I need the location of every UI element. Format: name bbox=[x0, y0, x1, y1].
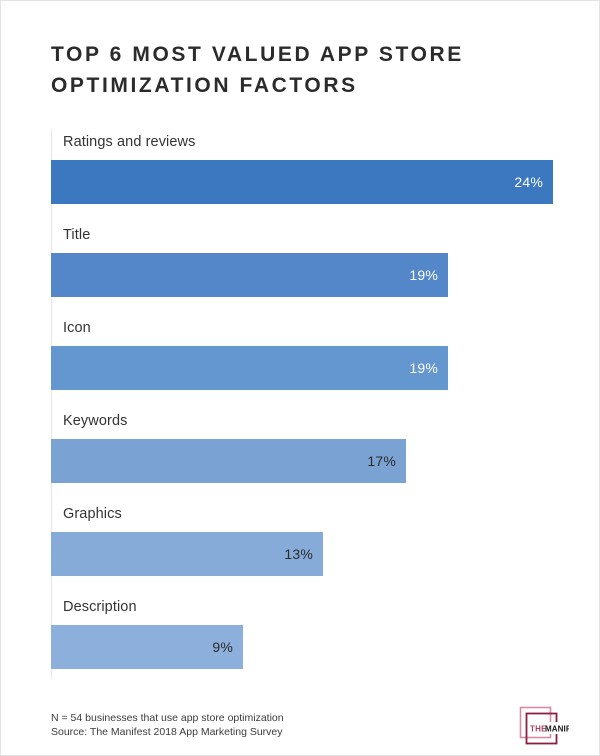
bar[interactable]: 24% bbox=[51, 160, 553, 204]
bar-category-label: Title bbox=[63, 227, 91, 243]
bar[interactable]: 19% bbox=[51, 346, 448, 390]
bar[interactable]: 19% bbox=[51, 253, 448, 297]
bar-value-label: 17% bbox=[367, 453, 396, 469]
bar-category-label: Keywords bbox=[63, 413, 128, 429]
chart-title: TOP 6 MOST VALUED APP STORE OPTIMIZATION… bbox=[51, 43, 464, 97]
y-axis-line bbox=[51, 129, 52, 679]
bar[interactable]: 13% bbox=[51, 532, 323, 576]
bar-value-label: 19% bbox=[409, 267, 438, 283]
bar-group-graphics: Graphics 13% bbox=[51, 501, 561, 594]
logo-text-backdrop bbox=[529, 722, 565, 734]
bar-value-label: 19% bbox=[409, 360, 438, 376]
bar-group-description: Description 9% bbox=[51, 594, 561, 687]
bar-group-keywords: Keywords 17% bbox=[51, 408, 561, 501]
bar[interactable]: 9% bbox=[51, 625, 243, 669]
bar-category-label: Icon bbox=[63, 320, 91, 336]
bar-chart-plot-area: Ratings and reviews 24% Title 19% Icon 1… bbox=[51, 129, 561, 679]
bar[interactable]: 17% bbox=[51, 439, 406, 483]
bar-category-label: Graphics bbox=[63, 506, 122, 522]
bar-value-label: 24% bbox=[514, 174, 543, 190]
bar-category-label: Description bbox=[63, 599, 137, 615]
logo-text-manifest: MANIFEST bbox=[545, 725, 569, 734]
source-footnote: N = 54 businesses that use app store opt… bbox=[51, 712, 284, 738]
bar-value-label: 13% bbox=[284, 546, 313, 562]
bar-category-label: Ratings and reviews bbox=[63, 134, 196, 150]
bar-group-title: Title 19% bbox=[51, 222, 561, 315]
bar-group-icon: Icon 19% bbox=[51, 315, 561, 408]
the-manifest-logo-mark: THE MANIFEST bbox=[519, 706, 569, 745]
bar-group-ratings-and-reviews: Ratings and reviews 24% bbox=[51, 129, 561, 222]
the-manifest-logo: THE MANIFEST bbox=[513, 705, 569, 747]
bar-value-label: 9% bbox=[212, 639, 233, 655]
logo-text-the: THE bbox=[530, 725, 547, 734]
